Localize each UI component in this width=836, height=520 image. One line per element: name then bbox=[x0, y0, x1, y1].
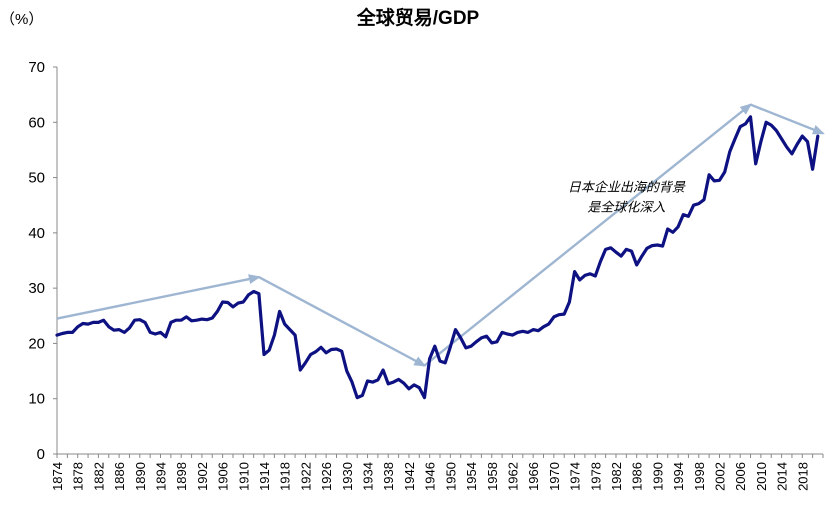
x-tick-label: 1906 bbox=[216, 462, 231, 491]
y-tick-label: 0 bbox=[37, 446, 45, 463]
x-tick-label: 1994 bbox=[671, 462, 686, 491]
y-tick-label: 70 bbox=[28, 59, 45, 76]
y-tick-label: 10 bbox=[28, 391, 45, 408]
trend-arrow bbox=[56, 274, 261, 320]
x-tick-label: 1934 bbox=[361, 462, 376, 491]
y-tick-label: 20 bbox=[28, 335, 45, 352]
x-tick-label: 1914 bbox=[257, 462, 272, 491]
x-tick-label: 1942 bbox=[402, 462, 417, 491]
x-tick-label: 1966 bbox=[526, 462, 541, 491]
x-tick-label: 1986 bbox=[630, 462, 645, 491]
x-tick-label: 1958 bbox=[485, 462, 500, 491]
x-tick-label: 1910 bbox=[236, 462, 251, 491]
x-tick-label: 1990 bbox=[650, 462, 665, 491]
x-tick-label: 1878 bbox=[71, 462, 86, 491]
trend-arrows bbox=[56, 103, 825, 367]
x-tick-label: 1954 bbox=[464, 462, 479, 491]
x-tick-label: 1898 bbox=[174, 462, 189, 491]
y-tick-label: 30 bbox=[28, 280, 45, 297]
y-tick-label: 50 bbox=[28, 170, 45, 187]
x-tick-label: 1982 bbox=[609, 462, 624, 491]
series-line bbox=[55, 115, 820, 400]
x-tick-label: 2014 bbox=[775, 462, 790, 491]
x-tick-label: 1938 bbox=[381, 462, 396, 491]
x-tick-label: 2006 bbox=[733, 462, 748, 491]
x-tick-labels: 1874 1878 1882 1886 1890 1894 1898 1902 1906 1910… bbox=[50, 462, 810, 491]
x-tick-label: 1950 bbox=[443, 462, 458, 491]
y-tick-label: 40 bbox=[28, 225, 45, 242]
x-tick-label: 1882 bbox=[91, 462, 106, 491]
x-tick-label: 1902 bbox=[195, 462, 210, 491]
x-tick-label: 1946 bbox=[423, 462, 438, 491]
x-tick-label: 1890 bbox=[133, 462, 148, 491]
x-tick-label: 1962 bbox=[505, 462, 520, 491]
x-tick-label: 1874 bbox=[50, 462, 65, 491]
x-tick-label: 1978 bbox=[588, 462, 603, 491]
annotation-line: 日本企业出海的背景 bbox=[568, 179, 686, 194]
annotation-line: 是全球化深入 bbox=[587, 199, 665, 214]
trend-arrow bbox=[750, 103, 825, 135]
chart-title: 全球贸易/GDP bbox=[356, 6, 480, 29]
x-tick-label: 1926 bbox=[319, 462, 334, 491]
trend-arrow bbox=[258, 276, 427, 367]
x-tick-label: 1998 bbox=[692, 462, 707, 491]
x-tick-label: 2018 bbox=[795, 462, 810, 491]
series-group bbox=[55, 115, 820, 400]
trend-arrow bbox=[423, 103, 753, 367]
x-tick-label: 1930 bbox=[340, 462, 355, 491]
x-tick-label: 1974 bbox=[568, 462, 583, 491]
y-axis-unit-label: （%） bbox=[0, 11, 43, 28]
x-tick-label: 1886 bbox=[112, 462, 127, 491]
y-tick-label: 60 bbox=[28, 114, 45, 131]
x-tick-label: 2010 bbox=[754, 462, 769, 491]
x-tick-label: 1970 bbox=[547, 462, 562, 491]
x-tick-label: 1918 bbox=[278, 462, 293, 491]
x-tick-label: 1894 bbox=[154, 462, 169, 491]
x-tick-label: 2002 bbox=[712, 462, 727, 491]
x-tick-label: 1922 bbox=[298, 462, 313, 491]
y-tick-labels: 0 10 20 30 40 50 60 70 bbox=[28, 59, 45, 463]
axes bbox=[53, 66, 824, 458]
